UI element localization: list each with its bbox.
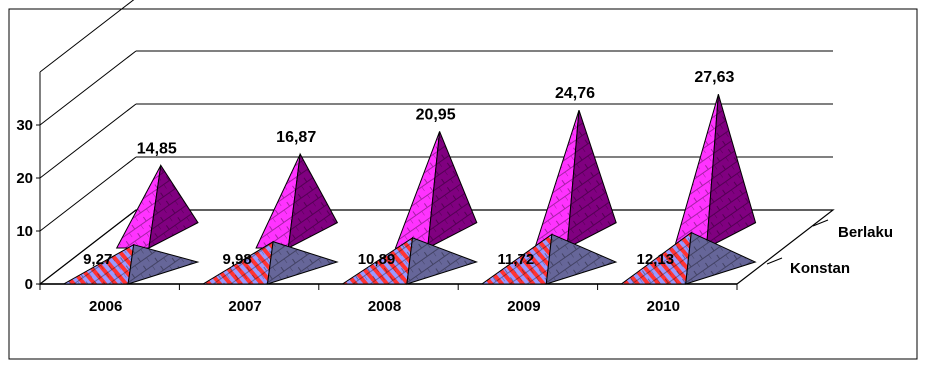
pyramid-berlaku-front-texture [534,110,579,248]
data-label-konstan: 12,13 [637,251,675,268]
pyramid-konstan-side-texture [128,244,198,284]
side-wall-line [39,103,137,179]
pyramid-konstan-front-texture [203,241,274,284]
data-label-berlaku: 20,95 [416,106,456,123]
side-wall-line [39,209,137,285]
y-tick-label: 0 [25,276,33,293]
side-wall-line [39,0,135,73]
legend-label-berlaku: Berlaku [838,224,893,241]
pyramid-konstan [619,231,757,285]
pyramid-berlaku-front-texture [674,94,719,249]
pyramid-konstan [61,243,200,285]
pyramid-konstan-side-texture [546,234,616,284]
data-label-konstan: 9,27 [83,251,112,268]
data-label-konstan: 10,89 [358,251,396,268]
pyramid-konstan-side-texture [267,241,338,284]
x-tick-label: 2006 [89,298,122,315]
x-tick-label: 2007 [228,298,261,315]
x-tick-label: 2009 [507,298,540,315]
pyramid-konstan [480,233,618,285]
pyramid-konstan [201,240,339,285]
chart-border [8,8,918,360]
pyramid-berlaku-side-texture [288,154,338,248]
side-wall-line [39,50,137,126]
pyramid-berlaku-front-texture [116,165,161,248]
pyramid-konstan-front-texture [63,244,134,284]
pyramid-konstan [340,236,479,285]
pyramid-konstan-side-texture [685,232,756,284]
pyramid-berlaku-side-texture [427,131,477,248]
depth-tick [766,257,783,265]
pyramid-berlaku [534,110,617,249]
data-label-konstan: 9,98 [222,251,251,268]
pyramid-berlaku [115,163,199,249]
y-tick-label: 10 [16,223,33,240]
y-tick-label: 30 [16,117,33,134]
side-wall-line [39,156,137,232]
pyramid-konstan-front-texture [342,237,413,284]
pyramid-berlaku-side-texture [567,110,617,248]
data-label-konstan: 11,72 [498,251,535,268]
legend-label-konstan: Konstan [790,260,850,277]
pyramid-konstan-front-texture [621,232,692,284]
pyramid-berlaku-side-texture [148,165,198,248]
pyramid-konstan-front-texture [481,234,552,284]
pyramid-berlaku-side-texture [706,94,756,249]
x-tick-label: 2008 [368,298,401,315]
x-tick-label: 2010 [647,298,680,315]
pyramid-konstan-side-texture [406,237,477,284]
pyramid-berlaku-front-texture [395,131,440,248]
data-label-berlaku: 16,87 [276,129,316,146]
pyramid-berlaku-front-texture [256,154,301,248]
depth-tick [812,219,829,227]
data-label-berlaku: 27,63 [694,69,734,86]
data-label-berlaku: 24,76 [555,85,595,102]
y-tick-label: 20 [16,170,33,187]
pyramid-berlaku [255,152,339,249]
data-label-berlaku: 14,85 [137,140,177,157]
pyramid-berlaku [673,94,757,249]
